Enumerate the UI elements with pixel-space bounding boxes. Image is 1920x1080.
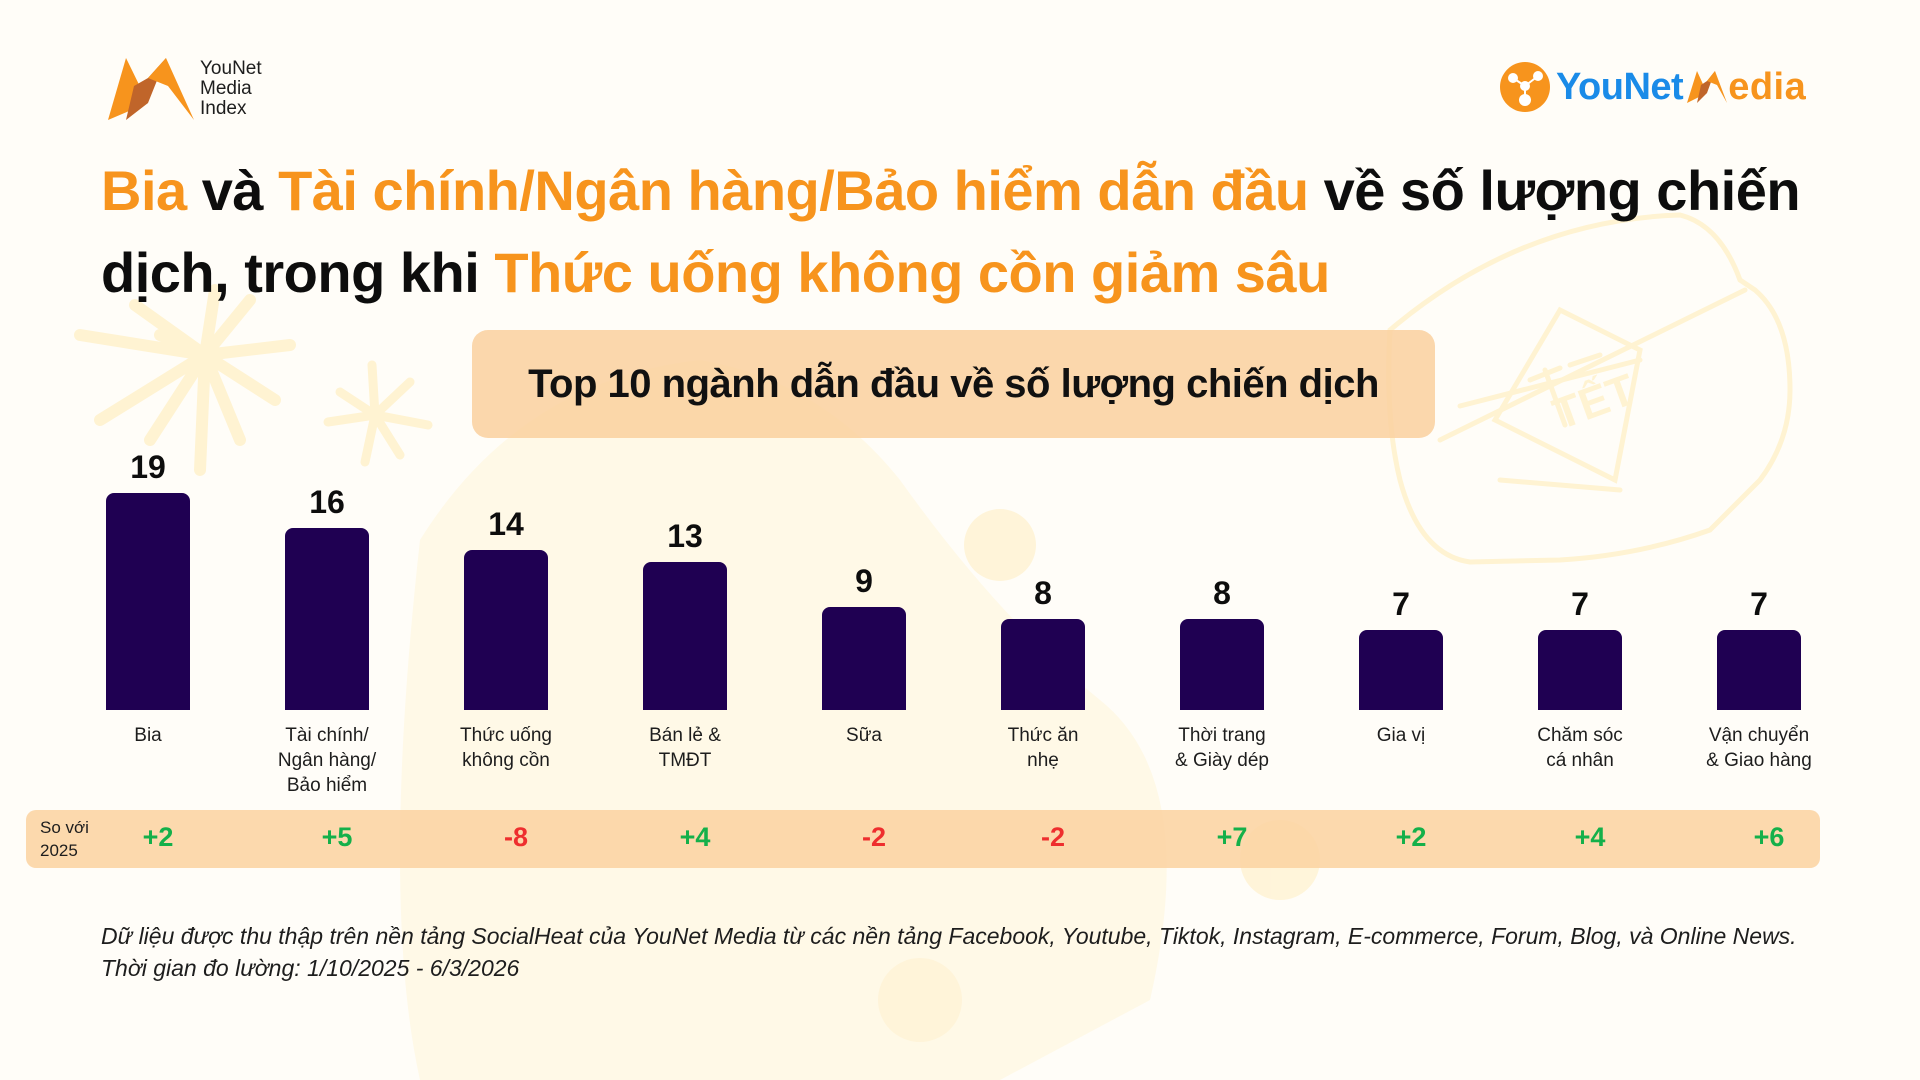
category-label: Vận chuyển & Giao hàng [1706, 725, 1812, 771]
bar-value-label: 19 [130, 449, 166, 486]
category-label: Thời trang & Giày dép [1175, 725, 1269, 771]
category-label: Sữa [846, 725, 882, 746]
logo-text: YouNet Media Index [200, 58, 262, 119]
change-value: +4 [679, 822, 711, 852]
m-logo-icon [108, 58, 194, 120]
change-value: +2 [1395, 822, 1427, 852]
logo-edia-text: edia [1728, 65, 1807, 108]
category-label: Bia [134, 725, 162, 746]
bar-value-label: 7 [1392, 586, 1410, 623]
comparison-label: So với 2025 [40, 818, 89, 860]
logo-younet-text: YouNet [1556, 65, 1684, 108]
comparison-row: So với 2025 +2 +5 -8 +4 -2 -2 +7 +2 +4 +6 [26, 810, 1820, 868]
m-glyph-icon [1687, 71, 1728, 103]
bar [1717, 630, 1801, 710]
change-value: +6 [1753, 822, 1785, 852]
network-circle-icon [1500, 62, 1550, 112]
page-title: Bia và Tài chính/Ngân hàng/Bảo hiểm dẫn … [101, 150, 1801, 314]
bar [464, 550, 548, 710]
category-label: Thức ăn nhẹ [1007, 725, 1079, 771]
title-segment: về số lượng chiến dịch, trong khi [101, 159, 1801, 304]
bar [1538, 630, 1622, 710]
bar [1359, 630, 1443, 710]
footnote: Dữ liệu được thu thập trên nền tảng Soci… [101, 920, 1821, 984]
bar [822, 607, 906, 710]
data-source-note: Dữ liệu được thu thập trên nền tảng Soci… [101, 923, 1797, 949]
change-value: -2 [861, 822, 886, 852]
title-segment: Thức uống không cồn giảm sâu [494, 241, 1330, 304]
bar [106, 493, 190, 710]
bar-value-label: 13 [667, 517, 703, 554]
younet-media-index-logo: YouNet Media Index [108, 58, 262, 120]
bar-value-label: 7 [1750, 586, 1768, 623]
bar-value-label: 7 [1571, 586, 1589, 623]
bar-value-label: 14 [488, 506, 524, 543]
category-label: Gia vị [1376, 725, 1426, 746]
title-segment: Bia [101, 159, 187, 222]
change-value: +2 [142, 822, 174, 852]
change-value: +7 [1216, 822, 1248, 852]
title-segment: Tài chính/Ngân hàng/Bảo hiểm dẫn đầu [278, 159, 1309, 222]
change-value: -8 [503, 822, 528, 852]
bar [285, 527, 369, 710]
measurement-period: Thời gian đo lường: 1/10/2025 - 6/3/2026 [101, 955, 520, 981]
chart-title: Top 10 ngành dẫn đầu về số lượng chiến d… [472, 330, 1435, 438]
category-label: Tài chính/Ngân hàng/Bảo hiểm [277, 725, 377, 796]
category-label: Bán lẻ & TMĐT [649, 725, 721, 771]
younet-media-logo: YouNet edia [1500, 62, 1806, 112]
change-value: -2 [1040, 822, 1065, 852]
bar-value-label: 16 [309, 483, 345, 520]
firework-small-icon [323, 360, 433, 467]
bar [1180, 618, 1264, 710]
bar-value-label: 9 [855, 563, 873, 600]
bar [1001, 618, 1085, 710]
bar [643, 561, 727, 710]
bar-value-label: 8 [1034, 574, 1052, 611]
change-value: +4 [1574, 822, 1606, 852]
svg-text:TẾT: TẾT [1546, 364, 1641, 439]
title-segment: và [186, 159, 279, 222]
bar-value-label: 8 [1213, 574, 1231, 611]
change-value: +5 [321, 822, 353, 852]
category-label: Thức uống không cồn [460, 725, 552, 771]
category-label: Chăm sóc cá nhân [1537, 725, 1623, 771]
firework-icon [74, 284, 296, 476]
